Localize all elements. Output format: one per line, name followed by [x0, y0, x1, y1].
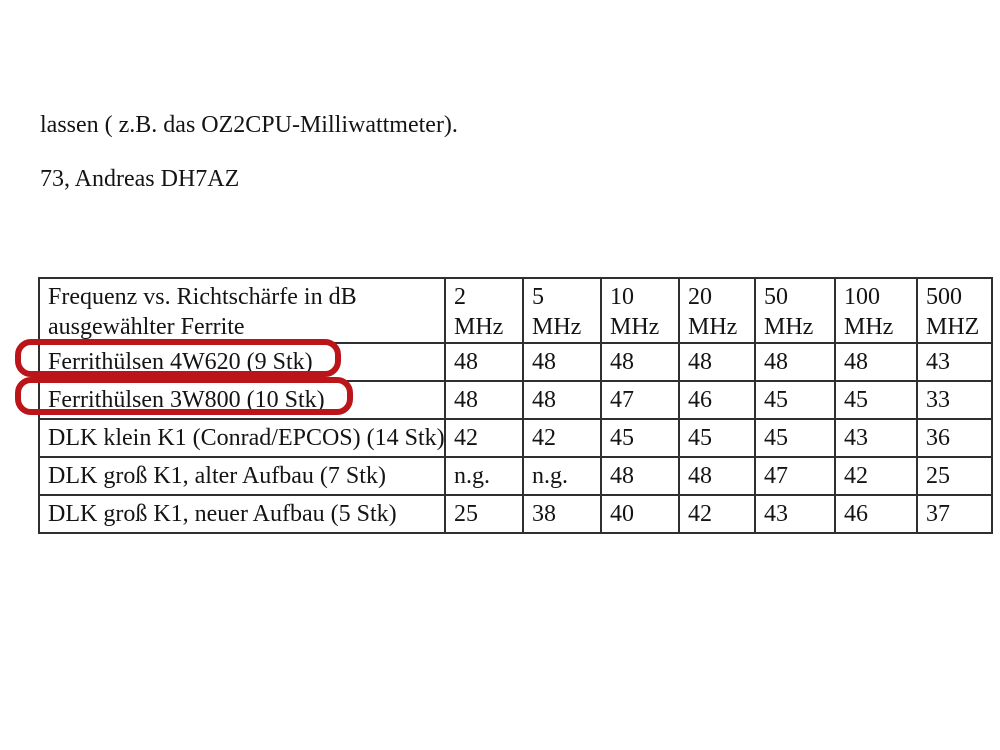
paragraph-milliwattmeter: lassen ( z.B. das OZ2CPU-Milliwattmeter)…: [40, 112, 458, 138]
value-cell: 48: [522, 342, 602, 382]
table-header-frequency: 50 MHz: [754, 277, 836, 344]
value-cell: 46: [834, 494, 918, 534]
value-cell: 48: [834, 342, 918, 382]
value-cell: 42: [834, 456, 918, 496]
value-cell: 45: [678, 418, 756, 458]
table-row: DLK groß K1, neuer Aufbau (5 Stk) 25 38 40 4…: [38, 494, 993, 534]
value-cell: 48: [600, 456, 680, 496]
value-cell: 48: [444, 342, 524, 382]
value-cell: 43: [754, 494, 836, 534]
row-label: DLK groß K1, neuer Aufbau (5 Stk): [38, 494, 446, 534]
value-cell: n.g.: [522, 456, 602, 496]
value-cell: 40: [600, 494, 680, 534]
table-header-frequency: 2 MHz: [444, 277, 524, 344]
value-cell: 47: [600, 380, 680, 420]
table-header-row: Frequenz vs. Richtschärfe in dB ausgewäh…: [38, 277, 993, 344]
value-cell: 48: [754, 342, 836, 382]
value-cell: 42: [444, 418, 524, 458]
value-cell: 38: [522, 494, 602, 534]
value-cell: 25: [444, 494, 524, 534]
value-cell: 48: [600, 342, 680, 382]
value-cell: 45: [754, 380, 836, 420]
row-label: Ferrithülsen 3W800 (10 Stk): [38, 380, 446, 420]
value-cell: 46: [678, 380, 756, 420]
table-row: DLK klein K1 (Conrad/EPCOS) (14 Stk) 42 42…: [38, 418, 993, 458]
value-cell: 48: [678, 456, 756, 496]
value-cell: 37: [916, 494, 993, 534]
value-cell: 43: [834, 418, 918, 458]
value-cell: 48: [678, 342, 756, 382]
value-cell: 45: [600, 418, 680, 458]
value-cell: 48: [444, 380, 524, 420]
value-cell: 42: [522, 418, 602, 458]
table-header-frequency: 10 MHz: [600, 277, 680, 344]
value-cell: 45: [834, 380, 918, 420]
table-row: DLK groß K1, alter Aufbau (7 Stk) n.g. n.g…: [38, 456, 993, 496]
value-cell: 43: [916, 342, 993, 382]
table-header-title: Frequenz vs. Richtschärfe in dB ausgewäh…: [38, 277, 446, 344]
value-cell: 42: [678, 494, 756, 534]
value-cell: 25: [916, 456, 993, 496]
value-cell: 33: [916, 380, 993, 420]
table-header-frequency: 500 MHZ: [916, 277, 993, 344]
row-label-text: DLK groß K1, neuer Aufbau (5 Stk): [48, 500, 397, 527]
row-label: Ferrithülsen 4W620 (9 Stk): [38, 342, 446, 382]
paragraph-signature: 73, Andreas DH7AZ: [40, 166, 240, 192]
value-cell: 36: [916, 418, 993, 458]
row-label-text: DLK klein K1 (Conrad/EPCOS) (14 Stk): [48, 424, 445, 451]
table-row: Ferrithülsen 4W620 (9 Stk) 48 48 48 48 48 48 43: [38, 342, 993, 382]
value-cell: 48: [522, 380, 602, 420]
row-label-text: DLK groß K1, alter Aufbau (7 Stk): [48, 462, 386, 489]
row-label: DLK groß K1, alter Aufbau (7 Stk): [38, 456, 446, 496]
value-cell: n.g.: [444, 456, 524, 496]
value-cell: 45: [754, 418, 836, 458]
table-header-frequency: 5 MHz: [522, 277, 602, 344]
row-label: DLK klein K1 (Conrad/EPCOS) (14 Stk): [38, 418, 446, 458]
table-row: Ferrithülsen 3W800 (10 Stk) 48 48 47 46 45 45 3…: [38, 380, 993, 420]
table-header-frequency: 100 MHz: [834, 277, 918, 344]
row-label-text: Ferrithülsen 3W800 (10 Stk): [48, 386, 325, 413]
value-cell: 47: [754, 456, 836, 496]
row-label-text: Ferrithülsen 4W620 (9 Stk): [48, 348, 313, 375]
table-header-frequency: 20 MHz: [678, 277, 756, 344]
ferrite-measurement-table: Frequenz vs. Richtschärfe in dB ausgewäh…: [38, 277, 993, 534]
